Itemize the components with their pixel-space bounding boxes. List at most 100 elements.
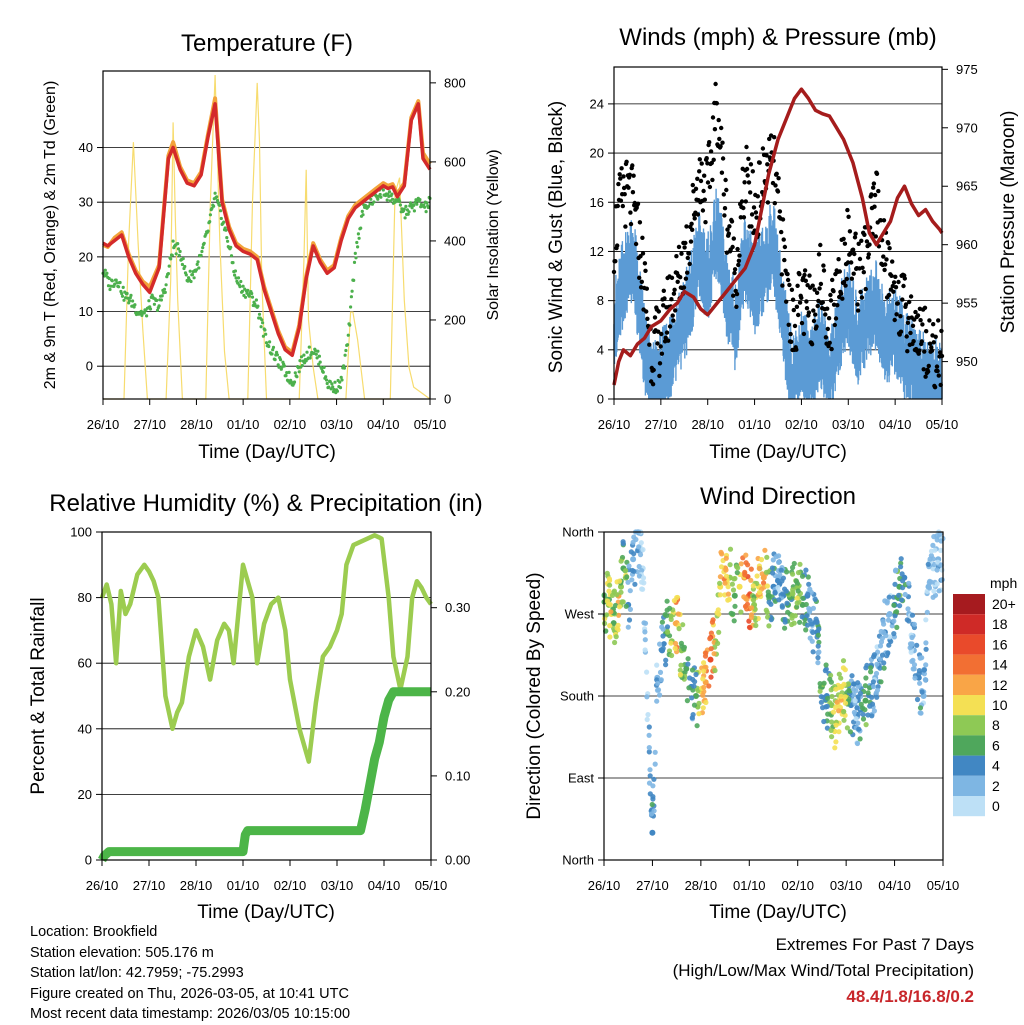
gust-point	[717, 136, 722, 142]
wind-direction-point	[606, 576, 613, 582]
wind-direction-point	[812, 619, 818, 625]
wind-direction-panel: Wind Direction NorthEastSouthWestNorth26…	[524, 483, 1017, 923]
y-tick-label: South	[560, 689, 594, 704]
wind-direction-point	[727, 546, 734, 552]
wind-direction-point	[766, 623, 772, 629]
gust-point	[908, 294, 914, 299]
dewpoint-point	[180, 262, 184, 267]
wind-direction-point	[712, 667, 718, 674]
dewpoint-point	[324, 378, 329, 382]
gust-point	[816, 298, 821, 304]
dewpoint-point	[314, 352, 318, 356]
x-tick-label: 01/10	[733, 878, 766, 893]
wind-direction-point	[818, 694, 824, 700]
dewpoint-point	[332, 388, 336, 392]
x-tick-label: 27/10	[645, 417, 678, 432]
dewpoint-point	[385, 198, 389, 202]
wind-direction-point	[686, 685, 692, 691]
gust-point	[804, 299, 809, 304]
gust-point	[925, 369, 931, 374]
wind-direction-point	[816, 626, 822, 632]
wind-direction-point	[874, 687, 881, 693]
dewpoint-point	[412, 209, 416, 213]
dewpoint-point	[110, 279, 114, 283]
gust-point	[823, 335, 829, 340]
gust-point	[913, 309, 918, 315]
gust-point	[802, 272, 807, 278]
wind-direction-point	[725, 591, 732, 597]
dewpoint-point	[270, 352, 274, 356]
gust-point	[811, 318, 817, 324]
dewpoint-point	[317, 354, 321, 358]
wind-direction-point	[636, 544, 642, 550]
gust-point	[664, 330, 670, 335]
winds-plot-frame	[613, 66, 943, 400]
wind-direction-point	[842, 667, 848, 673]
wind-direction-point	[672, 640, 679, 647]
y2-tick-label: 965	[956, 179, 978, 194]
dewpoint-point	[171, 239, 175, 243]
gust-point	[882, 267, 887, 273]
x-tick-label: 03/10	[832, 417, 865, 432]
wind-direction-point	[770, 570, 776, 576]
dewpoint-point	[181, 257, 185, 261]
dewpoint-point	[231, 261, 235, 265]
wind-direction-point	[645, 712, 651, 718]
wind-direction-point	[838, 697, 844, 703]
figure-created: Figure created on Thu, 2026-03-05, at 10…	[30, 985, 349, 1002]
wind-direction-point	[685, 661, 691, 667]
wind-direction-point	[803, 601, 809, 608]
dewpoint-point	[197, 266, 201, 270]
dewpoint-point	[199, 253, 203, 257]
wind-direction-point	[759, 571, 765, 577]
dewpoint-point	[293, 371, 297, 375]
dewpoint-point	[254, 298, 258, 302]
dewpoint-point	[398, 203, 402, 207]
wind-direction-point	[644, 694, 650, 700]
gust-point	[693, 186, 699, 191]
gust-point	[791, 307, 796, 313]
wind-direction-point	[654, 662, 660, 668]
gust-point	[903, 302, 909, 307]
speed-legend-swatch	[953, 654, 985, 675]
wind-direction-point	[731, 618, 737, 624]
wind-direction-point	[765, 614, 771, 620]
wind-direction-point	[644, 716, 650, 723]
wind-direction-point	[817, 681, 823, 687]
x-tick-label: 05/10	[926, 417, 959, 432]
wind-direction-point	[664, 624, 671, 630]
gust-point	[618, 176, 623, 181]
gust-point	[635, 201, 641, 206]
gust-point	[932, 385, 938, 390]
dewpoint-point	[408, 201, 413, 205]
y2-tick-label: 0.00	[445, 853, 470, 868]
x-tick-label: 26/10	[588, 878, 621, 893]
wind-direction-point	[842, 700, 849, 706]
wind-direction-point	[804, 613, 810, 619]
dewpoint-point	[142, 311, 146, 315]
wind-direction-point	[782, 625, 788, 631]
dewpoint-point	[121, 285, 125, 289]
gust-point	[760, 146, 766, 151]
y-tick-label: 8	[597, 293, 604, 308]
wind-direction-point	[678, 662, 684, 668]
wind-direction-title: Wind Direction	[700, 483, 856, 510]
wind-direction-point	[869, 713, 875, 719]
wind-direction-point	[784, 600, 790, 606]
y-tick-label: 40	[79, 140, 93, 155]
winds-x-axis-title: Time (Day/UTC)	[709, 442, 847, 463]
wind-direction-point	[844, 725, 851, 731]
speed-legend-swatch	[953, 634, 985, 655]
gust-point	[750, 169, 755, 174]
wind-direction-point	[630, 539, 636, 546]
wind-direction-point	[792, 613, 798, 619]
y-tick-label: 20	[78, 787, 92, 802]
wind-direction-point	[927, 556, 933, 562]
gust-point	[775, 189, 781, 194]
gust-point	[642, 261, 648, 266]
wind-direction-point	[642, 629, 648, 635]
wind-direction-point	[663, 657, 669, 663]
wind-direction-point	[742, 603, 749, 610]
wind-direction-point	[833, 722, 839, 728]
wind-direction-point	[815, 632, 822, 638]
